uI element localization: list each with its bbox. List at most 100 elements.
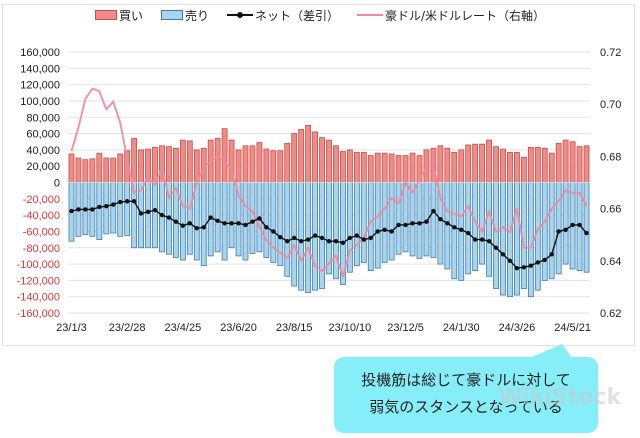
net-point [236,221,241,226]
net-point [347,235,353,241]
bar-sell [186,182,193,255]
net-point [173,219,179,224]
net-point [159,212,165,218]
bar-sell [507,182,513,298]
net-point [528,263,534,268]
bar-sell [270,182,277,263]
bar-buy [166,146,172,183]
legend-item-rate: 豪ドル/米ドルレート（右軸） [357,7,545,24]
net-point [69,208,74,214]
bar-sell [124,182,131,236]
x-tick-label: 23/8/15 [276,322,313,334]
net-point [549,252,554,257]
bar-sell [249,182,256,254]
bar-buy [277,150,284,183]
net-point [354,233,360,238]
net-point [514,265,520,271]
bar-sell [353,182,360,267]
legend-swatch-rate [357,14,383,16]
y2-tick-label: 0.66 [600,204,621,216]
net-point [445,221,450,226]
bar-buy [458,149,465,183]
bar-sell [514,182,520,296]
bar-sell [360,182,367,263]
net-point [76,207,81,212]
x-tick-label: 23/6/20 [220,322,257,334]
net-point [389,229,394,234]
bar-sell [110,182,117,234]
x-tick-label: 23/10/10 [328,322,371,334]
y-tick-label: 140,000 [20,63,60,75]
bar-buy [507,151,513,183]
bar-buy [263,148,270,183]
bar-sell [291,182,298,287]
y-tick-label: 160,000 [20,47,60,59]
bar-buy [89,158,96,183]
net-point [104,203,109,209]
bar-sell [193,182,200,261]
bar-sell [228,182,235,249]
bar-sell [486,182,492,277]
bar-sell [479,182,486,265]
rate-line [70,87,588,278]
net-point [431,208,436,214]
bar-buy [500,148,506,183]
bar-buy [395,155,402,183]
y-tick-label: 60,000 [26,129,60,141]
y-tick-label: -40,000 [23,210,60,222]
y-tick-label: -80,000 [23,243,60,255]
bar-buy [333,145,339,183]
bar-buy [152,147,158,183]
net-point [229,221,234,226]
net-point [285,239,290,244]
bar-buy [527,147,534,183]
legend-swatch-sell [160,10,183,20]
bar-buy [555,142,562,183]
bar-buy [305,125,312,183]
net-point [90,207,95,212]
bar-buy [138,149,144,183]
net-point [535,260,540,265]
bar-sell [242,182,249,261]
net-point [424,219,429,224]
bar-buy [346,149,353,183]
bar-sell [374,182,381,269]
bar-buy [374,152,381,183]
bar-sell [152,182,158,249]
y-tick-label: 100,000 [20,96,60,108]
y-tick-label: -100,000 [17,259,60,271]
net-point [83,207,88,212]
net-point [111,202,116,207]
y-tick-label: 80,000 [26,112,60,124]
net-point [97,204,102,210]
legend-label-net: ネット（差引） [254,8,339,23]
bar-buy [437,145,444,183]
bar-sell [548,182,555,280]
bar-sell [395,182,402,255]
y-tick-label: 120,000 [20,80,60,92]
net-point [257,216,262,221]
bar-buy [172,147,179,183]
legend-item-buy: 買い [94,7,143,24]
net-point [319,235,325,241]
bar-sell [541,182,548,281]
bar-buy [312,131,318,183]
net-point [278,234,283,240]
y-tick-label: -20,000 [23,194,60,206]
y-tick-label: -60,000 [23,226,60,238]
bar-buy [381,152,388,183]
net-point [180,223,186,228]
bar-buy [270,150,277,183]
bar-buy [235,149,242,183]
bar-sell [555,182,562,275]
bar-buy [319,137,325,183]
bar-sell [465,182,472,275]
bar-buy [576,146,583,183]
x-tick-label: 24/3/26 [499,322,536,334]
callout-line-2: 弱気のスタンスとなっている [369,398,563,416]
net-point [563,227,568,233]
bar-buy [103,157,110,183]
bar-sell [179,182,186,261]
bar-buy [249,145,256,183]
bar-sell [333,182,339,280]
